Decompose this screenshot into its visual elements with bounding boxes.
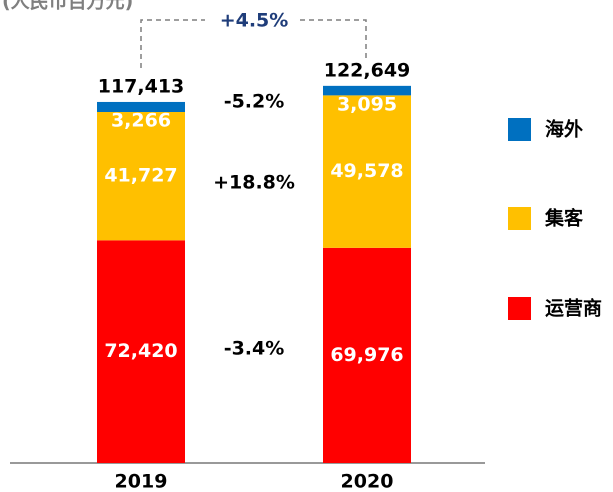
total-change: +4.5% — [220, 10, 289, 32]
segment-label: 3,266 — [111, 109, 171, 131]
segment-label: 41,727 — [104, 165, 177, 187]
legend-label: 海外 — [545, 118, 583, 141]
bar-segment — [323, 247, 411, 463]
unit-label: (人民币百万元) — [2, 0, 133, 13]
x-tick-label: 2020 — [341, 471, 394, 492]
total-label: 117,413 — [98, 75, 185, 97]
change-label: -5.2% — [224, 91, 285, 113]
segment-label: 3,095 — [337, 93, 397, 115]
segment-label: 69,976 — [330, 344, 403, 366]
change-bracket — [140, 19, 367, 68]
bar-segment — [323, 85, 411, 96]
bar-segment — [323, 95, 411, 248]
segment-label: 72,420 — [104, 340, 177, 362]
bar-segment — [97, 111, 185, 241]
change-label: +18.8% — [213, 172, 295, 194]
legend-swatch — [508, 297, 531, 320]
legend-swatch — [508, 207, 531, 230]
change-label: -3.4% — [224, 338, 285, 360]
bar-segment — [97, 101, 185, 112]
legend-label: 集客 — [544, 207, 584, 230]
segment-label: 49,578 — [330, 160, 403, 182]
x-tick-label: 2019 — [115, 471, 168, 492]
legend-swatch — [508, 118, 531, 141]
bar-segment — [97, 240, 185, 463]
total-label: 122,649 — [324, 59, 411, 81]
legend-label: 运营商 — [545, 297, 602, 320]
